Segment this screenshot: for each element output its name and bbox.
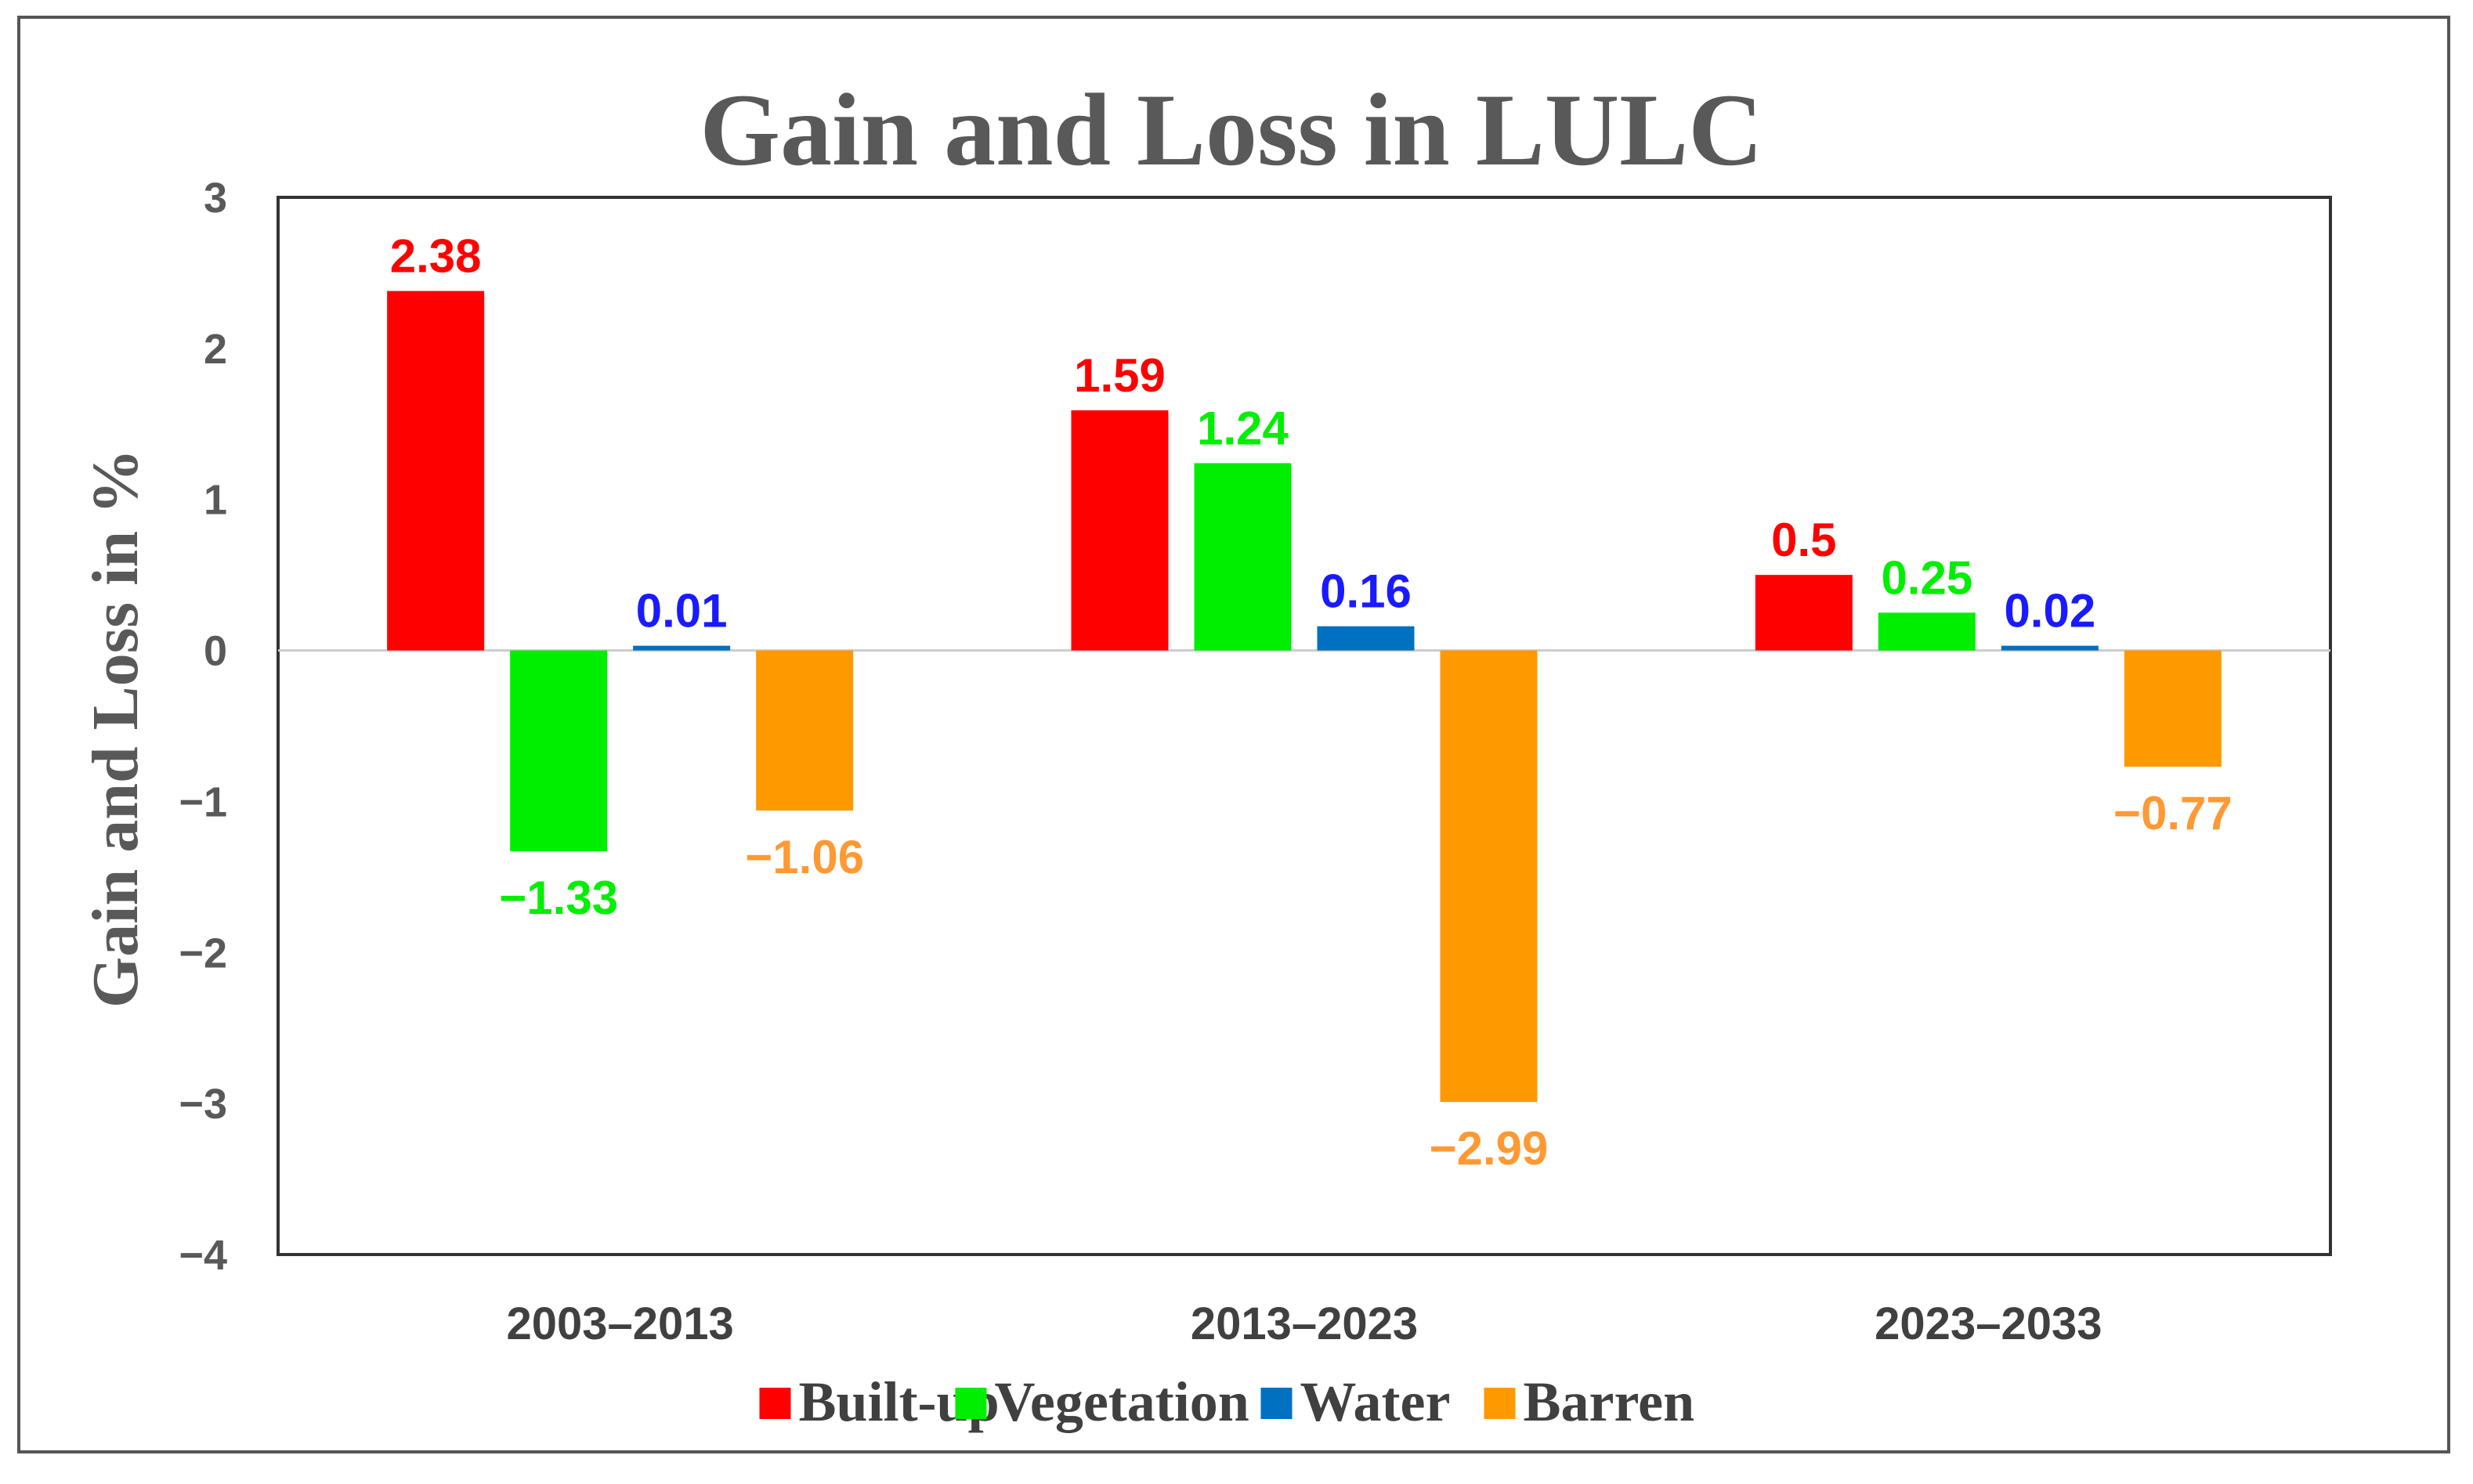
bar-barren-3 bbox=[2124, 650, 2222, 767]
x-tick-label: 2023–2033 bbox=[1875, 1298, 2102, 1349]
y-tick-label: −2 bbox=[179, 930, 227, 977]
data-label-barren-1: −1.06 bbox=[745, 831, 864, 883]
x-tick-label: 2003–2013 bbox=[507, 1298, 734, 1349]
y-axis: 3 2 1 0 −1 −2 −3 −4 bbox=[179, 175, 227, 1279]
y-tick-label: 1 bbox=[204, 477, 227, 524]
bar-water-1 bbox=[633, 645, 731, 651]
y-tick-label: −1 bbox=[179, 778, 227, 825]
bar-water-2 bbox=[1317, 626, 1415, 651]
data-label-built-up-2: 1.59 bbox=[1074, 349, 1166, 402]
plot-area bbox=[277, 196, 2332, 1256]
data-label-vegetation-2: 1.24 bbox=[1197, 402, 1289, 454]
bar-built-up-1 bbox=[387, 291, 485, 651]
chart-title: Gain and Loss in LULC bbox=[700, 72, 1763, 187]
data-label-water-1: 0.01 bbox=[636, 585, 728, 637]
bar-barren-1 bbox=[756, 650, 854, 811]
bar-built-up-3 bbox=[1755, 575, 1853, 651]
y-axis-title: Gain and Loss in % bbox=[79, 449, 152, 1008]
bar-vegetation-1 bbox=[510, 650, 608, 852]
data-label-barren-3: −0.77 bbox=[2113, 787, 2233, 839]
x-axis: 2003–2013 2013–2023 2023–2033 bbox=[507, 1298, 2102, 1349]
y-tick-label: 3 bbox=[204, 175, 227, 222]
y-tick-label: −4 bbox=[179, 1232, 227, 1279]
legend-label-water: Water bbox=[1300, 1370, 1451, 1433]
data-label-barren-2: −2.99 bbox=[1430, 1122, 1549, 1175]
bar-vegetation-3 bbox=[1878, 612, 1976, 651]
y-tick-label: −3 bbox=[179, 1081, 227, 1128]
data-label-vegetation-3: 0.25 bbox=[1881, 551, 1972, 604]
legend-label-barren: Barren bbox=[1524, 1370, 1695, 1433]
legend-swatch-barren bbox=[1484, 1388, 1516, 1419]
y-tick-label: 2 bbox=[204, 326, 227, 373]
legend-swatch-vegetation bbox=[955, 1388, 987, 1419]
bar-vegetation-2 bbox=[1194, 463, 1292, 651]
legend-swatch-built-up bbox=[759, 1388, 791, 1419]
data-labels: 2.38 −1.33 0.01 −1.06 1.59 1.24 0.16 −2.99 0.5 0.… bbox=[390, 230, 2233, 1175]
data-label-water-2: 0.16 bbox=[1320, 565, 1412, 618]
bar-barren-2 bbox=[1440, 650, 1538, 1103]
bar-water-3 bbox=[2001, 645, 2099, 651]
bar-built-up-2 bbox=[1071, 410, 1169, 651]
legend-swatch-water bbox=[1260, 1388, 1293, 1419]
data-label-built-up-3: 0.5 bbox=[1771, 514, 1836, 566]
chart-frame bbox=[17, 16, 2450, 1453]
y-tick-label: 0 bbox=[204, 628, 227, 675]
data-label-built-up-1: 2.38 bbox=[390, 230, 482, 283]
data-label-vegetation-1: −1.33 bbox=[499, 872, 618, 924]
x-tick-label: 2013–2023 bbox=[1191, 1298, 1418, 1349]
data-label-water-3: 0.02 bbox=[2004, 585, 2095, 637]
legend-label-vegetation: Vegetation bbox=[995, 1370, 1249, 1433]
bars bbox=[387, 291, 2222, 1103]
